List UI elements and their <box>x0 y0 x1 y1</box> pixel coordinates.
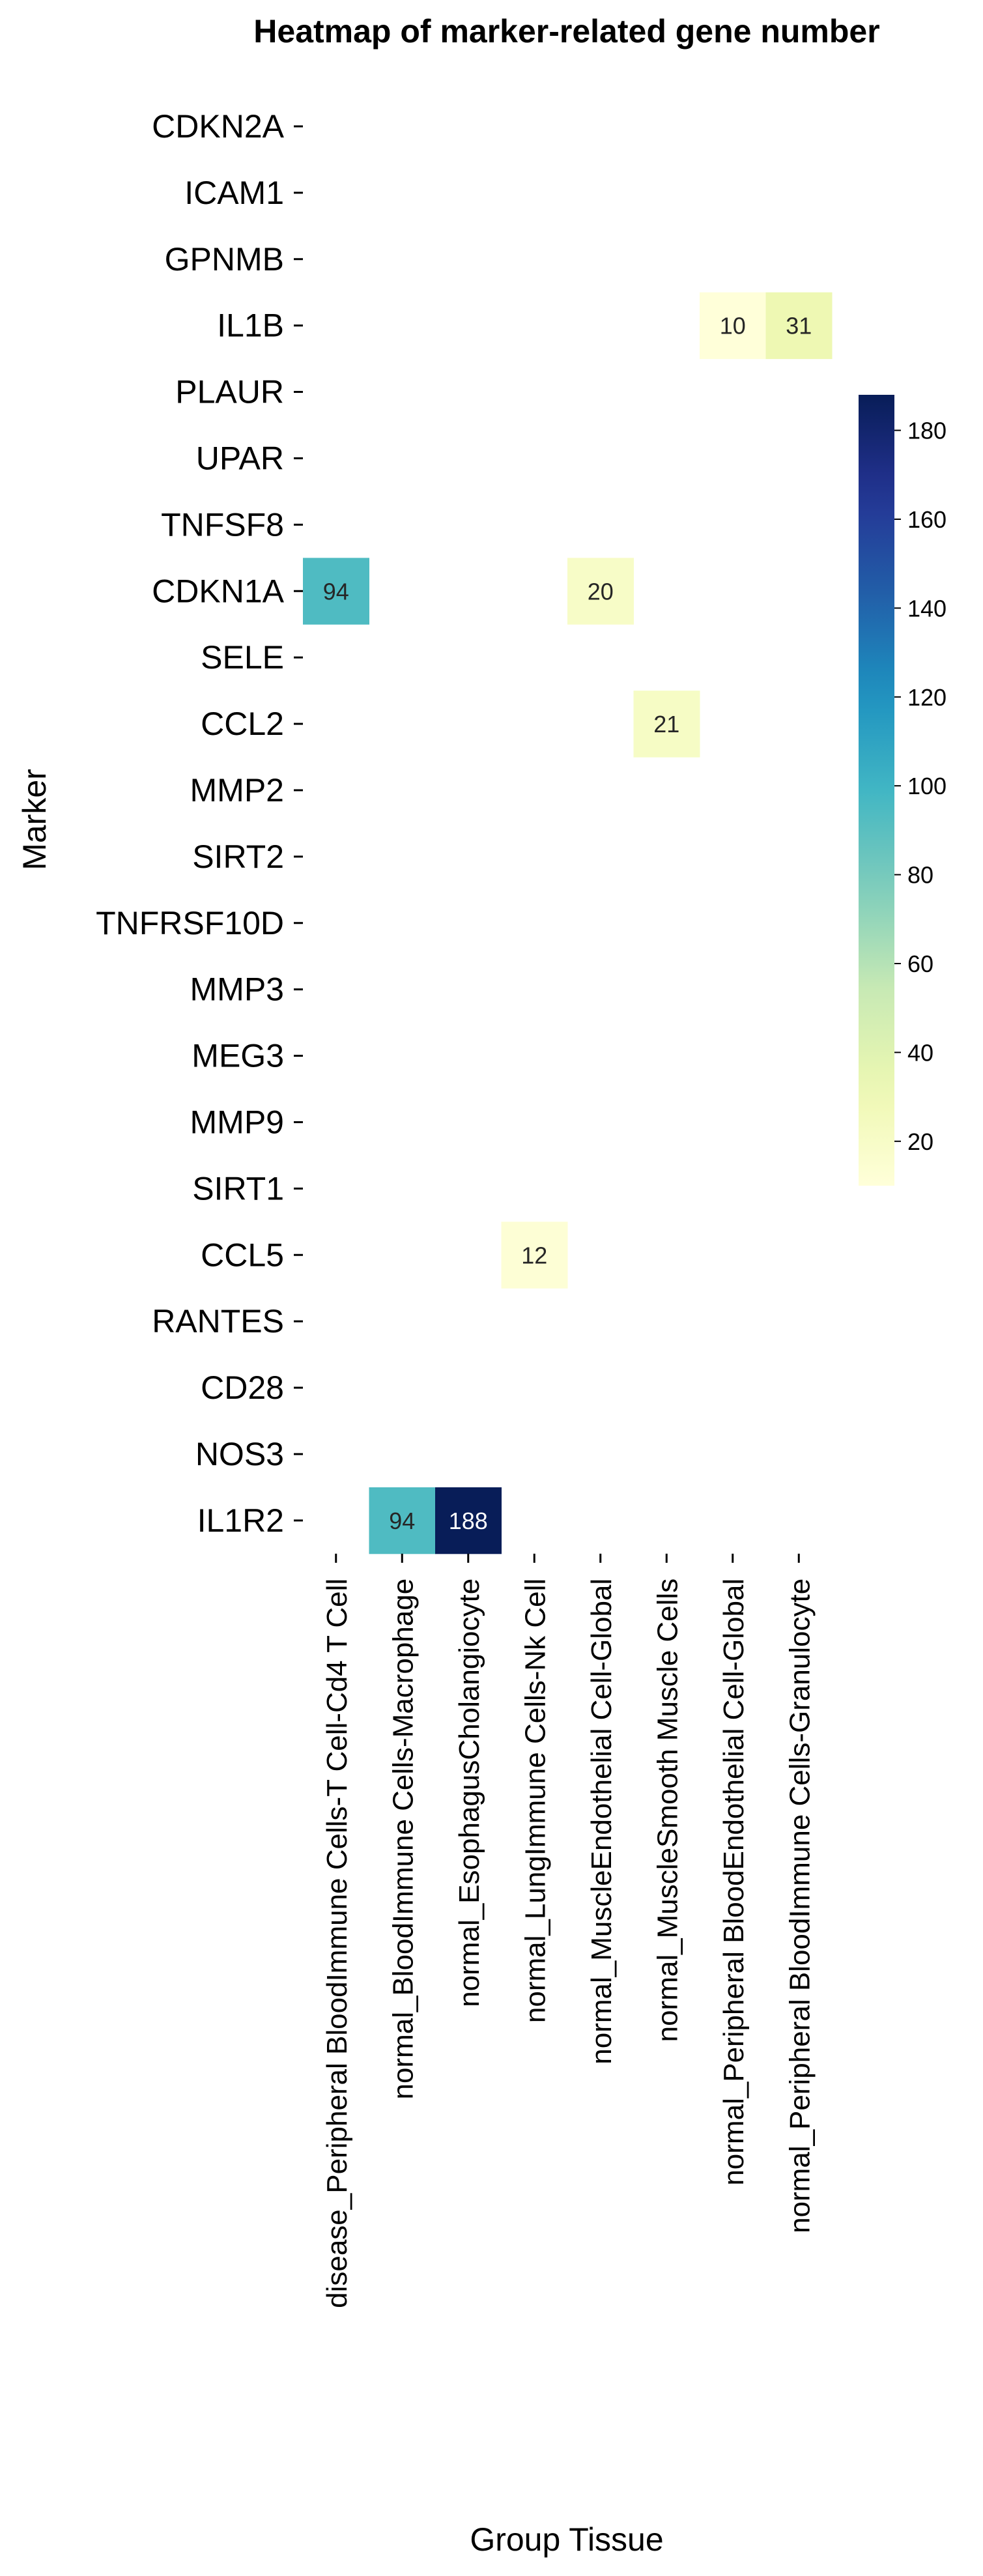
y-tick-label: PLAUR <box>175 374 284 410</box>
y-tick-label: ICAM1 <box>184 175 284 211</box>
y-tick-label: CCL2 <box>201 706 284 742</box>
y-tick-label: TNFSF8 <box>161 506 284 543</box>
cell-value-label: 188 <box>449 1508 488 1534</box>
colorbar-tick-label: 100 <box>907 773 947 799</box>
colorbar-gradient <box>859 395 894 1186</box>
colorbar-tick-label: 160 <box>907 506 947 533</box>
cell-value-label: 94 <box>389 1508 415 1534</box>
y-tick-label: SIRT1 <box>192 1170 284 1207</box>
cell-value-label: 10 <box>720 313 746 339</box>
heatmap-cells: 10 31 94 20 21 12 94 188 <box>303 292 833 1554</box>
y-tick-label: MMP3 <box>190 971 284 1008</box>
x-tick-label: normal_MuscleSmooth Muscle Cells <box>651 1579 683 2042</box>
colorbar-tick-label: 120 <box>907 684 947 711</box>
y-tick-label: RANTES <box>152 1303 284 1339</box>
cell-value-label: 21 <box>653 711 679 737</box>
x-axis-label: Group Tissue <box>470 2521 663 2558</box>
colorbar-tick-label: 180 <box>907 418 947 444</box>
x-tick-label: normal_Peripheral BloodEndothelial Cell-… <box>718 1579 750 2186</box>
y-tick-label: NOS3 <box>195 1436 284 1472</box>
y-tick-label: GPNMB <box>165 241 284 278</box>
y-tick-label: TNFRSF10D <box>96 905 284 941</box>
x-tick-label: normal_EsophagusCholangiocyte <box>453 1579 485 2007</box>
colorbar-tick-label: 140 <box>907 595 947 622</box>
colorbar-tick-label: 60 <box>907 951 933 977</box>
heatmap-cell <box>369 1487 436 1554</box>
heatmap-cell <box>765 292 833 360</box>
x-tick-label: normal_Peripheral BloodImmune Cells-Gran… <box>784 1579 816 2233</box>
y-tick-label: IL1R2 <box>197 1502 284 1539</box>
heatmap-cell <box>435 1487 502 1554</box>
heatmap-cell <box>700 292 766 360</box>
y-tick-label: CDKN1A <box>152 573 284 609</box>
cell-value-label: 94 <box>323 578 349 605</box>
y-tick-label: UPAR <box>196 440 284 476</box>
x-tick-label: normal_LungImmune Cells-Nk Cell <box>519 1579 551 2023</box>
y-tick-label: MEG3 <box>192 1038 284 1074</box>
y-tick-label: MMP9 <box>190 1104 284 1140</box>
cell-value-label: 12 <box>521 1242 547 1268</box>
y-tick-label: IL1B <box>217 308 284 344</box>
x-tick-labels: disease_Peripheral BloodImmune Cells-T C… <box>321 1553 816 2308</box>
heatmap-cell <box>303 558 369 625</box>
y-tick-label: SIRT2 <box>192 838 284 875</box>
cell-value-label: 20 <box>588 578 614 605</box>
x-tick-label: disease_Peripheral BloodImmune Cells-T C… <box>321 1579 353 2308</box>
y-tick-label: CD28 <box>201 1369 284 1406</box>
colorbar-tick-label: 20 <box>907 1128 933 1155</box>
y-tick-label: CCL5 <box>201 1237 284 1273</box>
heatmap-cell <box>633 691 700 758</box>
colorbar-tick-label: 80 <box>907 862 933 889</box>
colorbar-tick-label: 40 <box>907 1039 933 1066</box>
y-tick-label: MMP2 <box>190 772 284 809</box>
y-tick-label: CDKN2A <box>152 108 284 145</box>
y-axis-label: Marker <box>16 769 53 870</box>
x-tick-label: normal_BloodImmune Cells-Macrophage <box>387 1579 419 2100</box>
colorbar: 20 40 60 80 100 120 140 160 180 <box>859 395 947 1186</box>
heatmap-cell <box>501 1222 568 1289</box>
y-tick-labels: CDKN2A ICAM1 GPNMB IL1B PLAUR UPAR TNFSF8 CDKN1… <box>96 108 303 1539</box>
heatmap-cell <box>567 558 634 625</box>
y-tick-label: SELE <box>201 639 284 676</box>
cell-value-label: 31 <box>786 313 812 339</box>
x-tick-label: normal_MuscleEndothelial Cell-Global <box>586 1579 618 2065</box>
chart-title: Heatmap of marker-related gene number <box>253 13 879 50</box>
